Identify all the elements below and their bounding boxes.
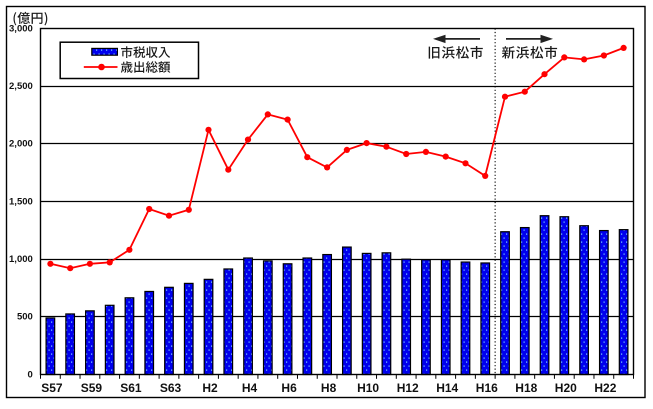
svg-text:H6: H6 — [281, 381, 297, 395]
svg-text:S61: S61 — [120, 381, 142, 395]
svg-text:H22: H22 — [594, 381, 616, 395]
svg-text:S63: S63 — [160, 381, 182, 395]
svg-text:1,500: 1,500 — [9, 196, 33, 207]
svg-text:H20: H20 — [555, 381, 577, 395]
svg-text:H12: H12 — [397, 381, 419, 395]
svg-text:3,000: 3,000 — [9, 23, 33, 34]
svg-text:2,500: 2,500 — [9, 81, 33, 92]
svg-text:H4: H4 — [242, 381, 258, 395]
svg-text:S59: S59 — [81, 381, 103, 395]
svg-text:H10: H10 — [357, 381, 379, 395]
svg-text:H16: H16 — [476, 381, 498, 395]
svg-text:H18: H18 — [515, 381, 537, 395]
svg-text:H8: H8 — [321, 381, 337, 395]
svg-text:2,000: 2,000 — [9, 139, 33, 150]
svg-text:500: 500 — [17, 312, 33, 323]
svg-text:0: 0 — [28, 369, 33, 380]
svg-text:H14: H14 — [436, 381, 458, 395]
svg-text:1,000: 1,000 — [9, 254, 33, 265]
svg-text:H2: H2 — [202, 381, 218, 395]
svg-text:S57: S57 — [41, 381, 63, 395]
